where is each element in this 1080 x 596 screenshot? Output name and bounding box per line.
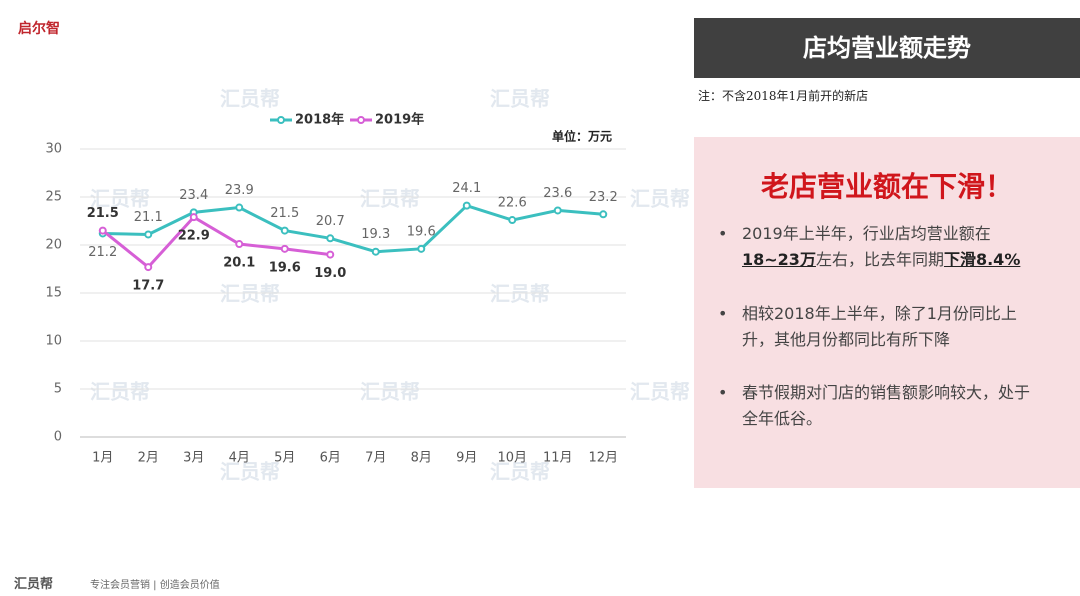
y-tick-label: 15 <box>45 286 62 301</box>
y-tick-label: 10 <box>45 334 62 349</box>
point <box>235 203 244 212</box>
series-line <box>102 203 604 254</box>
series-line <box>101 215 331 270</box>
unit: 单位：万元 <box>552 129 612 144</box>
data-label: 19.6 <box>407 224 436 239</box>
bullet-text: 春节假期对门店的销售额影响较大，处于全年低谷。 <box>742 383 1031 428</box>
data-label: 19.3 <box>361 227 390 242</box>
watermark: 汇员帮 <box>90 380 150 404</box>
bullet-text: 2019年上半年，行业店均营业额在 <box>742 224 991 243</box>
x-tick-label: 2月 <box>138 451 159 466</box>
point <box>599 210 608 219</box>
point <box>280 226 289 235</box>
data-label: 20.1 <box>223 256 255 271</box>
legend-marker <box>277 116 285 124</box>
point <box>508 216 517 225</box>
point <box>280 244 289 253</box>
data-label: 23.2 <box>589 190 618 205</box>
bullet: 2019年上半年，行业店均营业额在 18~23万左右，比去年同期下滑8.4% <box>718 221 1042 273</box>
point <box>326 250 335 259</box>
x-tick-label: 6月 <box>320 451 341 466</box>
x-tick-label: 3月 <box>183 451 204 466</box>
point <box>553 206 562 215</box>
headline: 老店营业额在下滑！ <box>760 170 1013 203</box>
point <box>144 230 153 239</box>
data-label: 19.0 <box>314 266 346 281</box>
legend-marker <box>357 116 365 124</box>
watermark: 汇员帮 <box>630 187 690 211</box>
watermark: 汇员帮 <box>490 460 550 484</box>
bullet: 相较2018年上半年，除了1月份同比上升，其他月份都同比有所下降 <box>718 301 1042 353</box>
data-label: 21.5 <box>270 206 299 221</box>
data-label: 21.2 <box>88 245 117 260</box>
x-tick-label: 9月 <box>456 451 477 466</box>
data-label: 23.6 <box>543 186 572 201</box>
footer-brand: 汇员帮 <box>14 577 54 592</box>
x-tick-label: 8月 <box>411 451 432 466</box>
bullet-text: 下滑8.4% <box>943 250 1021 269</box>
point <box>144 263 153 272</box>
data-label: 21.1 <box>134 210 163 225</box>
data-label: 22.9 <box>178 229 210 244</box>
data-label: 22.6 <box>498 196 527 211</box>
bullet-text: 18~23万 <box>742 250 816 269</box>
bullet: 春节假期对门店的销售额影响较大，处于全年低谷。 <box>718 380 1042 432</box>
point <box>189 213 198 222</box>
point <box>371 247 380 256</box>
legend-label: 2018年 <box>295 112 344 128</box>
bullet-text: 左右，比去年同期 <box>815 250 944 269</box>
data-label: 17.7 <box>132 279 164 294</box>
y-tick-label: 20 <box>45 238 62 253</box>
watermark: 汇员帮 <box>220 460 280 484</box>
point <box>417 244 426 253</box>
x-tick-label: 10月 <box>497 451 527 466</box>
point <box>235 240 244 249</box>
footer-slogan: 专注会员营销 | 创造会员价值 <box>90 580 220 591</box>
point <box>326 234 335 243</box>
data-label: 23.4 <box>179 188 208 203</box>
y-tick-label: 30 <box>45 142 62 157</box>
watermark: 汇员帮 <box>220 87 280 111</box>
watermark: 汇员帮 <box>360 187 420 211</box>
x-tick-label: 4月 <box>229 451 250 466</box>
x-tick-label: 1月 <box>92 451 113 466</box>
data-label: 21.5 <box>87 206 119 221</box>
note: 注：不含2018年1月前开的新店 <box>698 89 869 103</box>
point <box>462 201 471 210</box>
x-tick-label: 7月 <box>365 451 386 466</box>
panel-title: 店均营业额走势 <box>694 18 1080 78</box>
data-label: 24.1 <box>452 181 481 196</box>
y-tick-label: 25 <box>45 190 62 205</box>
bullet-text: 相较2018年上半年，除了1月份同比上升，其他月份都同比有所下降 <box>742 304 1017 349</box>
data-label: 20.7 <box>316 214 345 229</box>
watermark: 汇员帮 <box>90 187 150 211</box>
x-tick-label: 5月 <box>274 451 295 466</box>
watermark: 汇员帮 <box>490 87 550 111</box>
data-label: 19.6 <box>269 260 301 275</box>
point <box>98 226 107 235</box>
y-tick-label: 0 <box>54 430 62 445</box>
data-label: 23.9 <box>225 183 254 198</box>
logo: 启尔智 <box>18 21 60 37</box>
legend-label: 2019年 <box>375 112 424 128</box>
y-tick-label: 5 <box>54 382 62 397</box>
x-tick-label: 12月 <box>588 451 618 466</box>
x-tick-label: 11月 <box>543 451 573 466</box>
watermark: 汇员帮 <box>360 380 420 404</box>
watermark: 汇员帮 <box>630 380 690 404</box>
